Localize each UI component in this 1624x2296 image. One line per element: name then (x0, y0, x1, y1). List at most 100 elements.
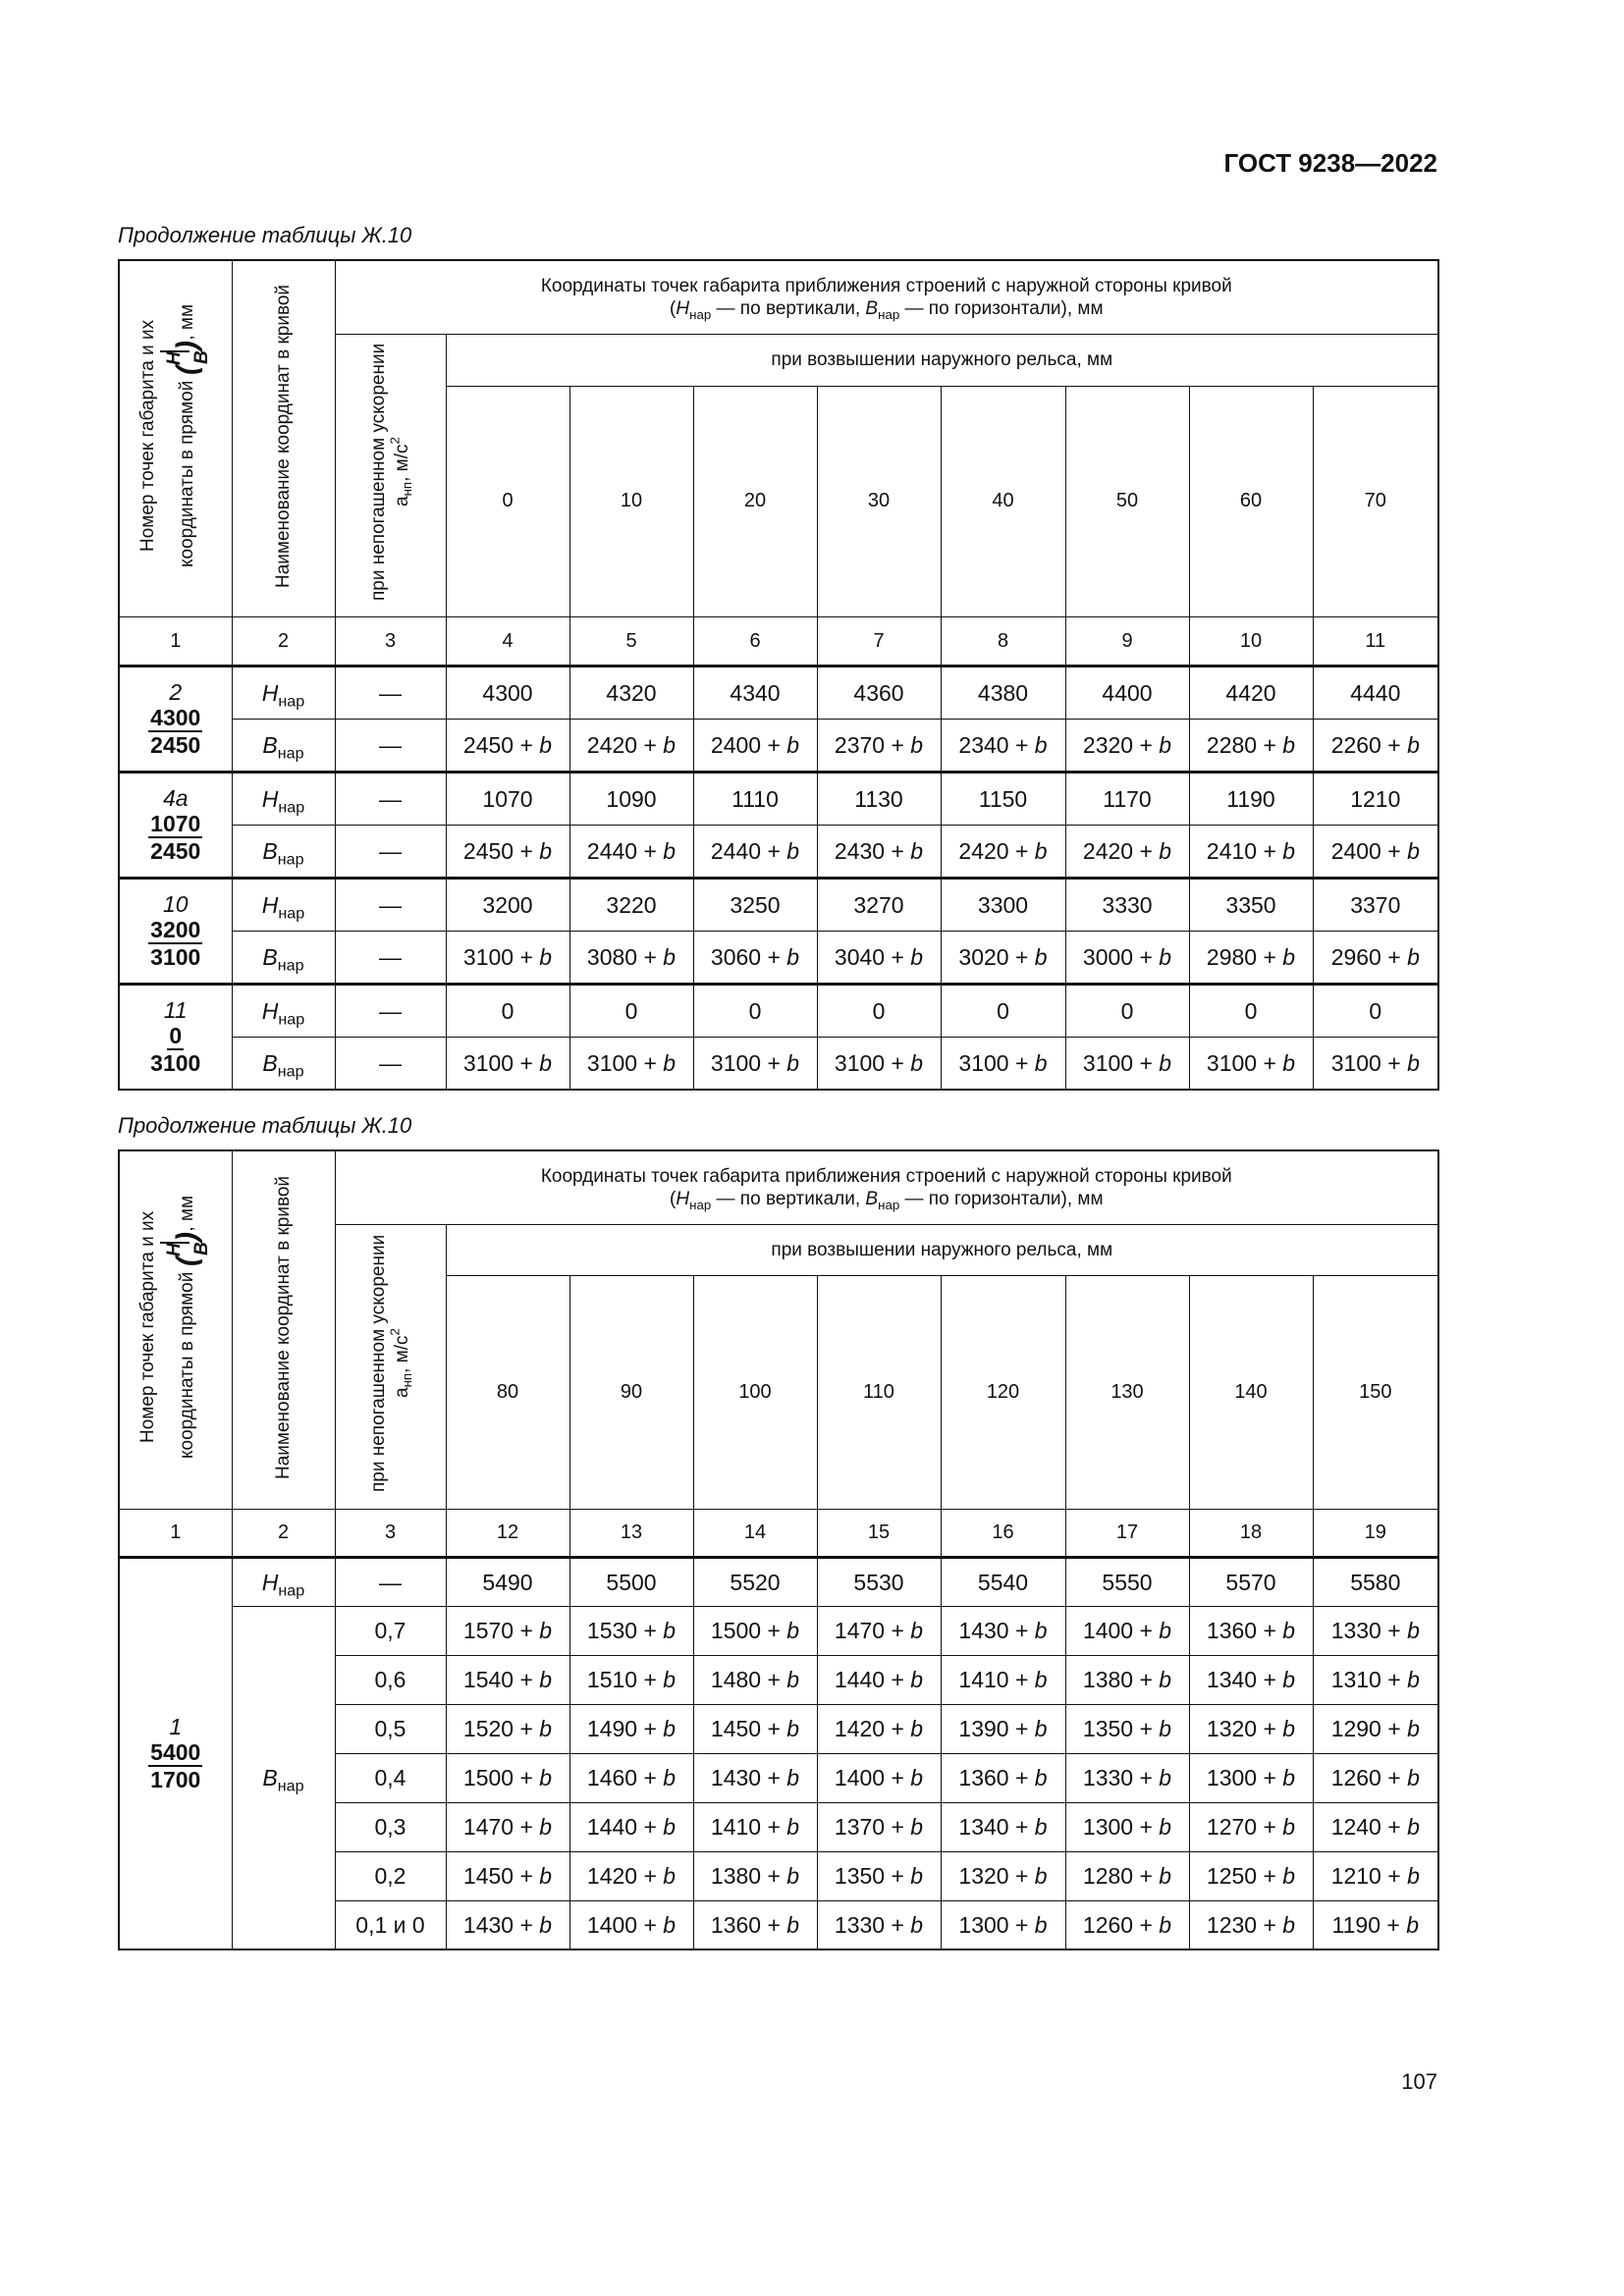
variable-b: b (539, 1667, 553, 1692)
column-number: 19 (1312, 1508, 1439, 1558)
rise-value: 0 (445, 385, 570, 617)
value-cell: 1330 + b (816, 1899, 942, 1950)
value-cell: 0 (568, 982, 694, 1038)
variable-b: b (1282, 1716, 1296, 1741)
variable-b: b (1159, 1911, 1172, 1938)
column-number: 1 (118, 615, 233, 667)
variable-b: b (1282, 943, 1296, 970)
column-number: 2 (231, 615, 336, 667)
value-cell: 0 (692, 982, 818, 1038)
coord-sub: нар (278, 1581, 305, 1600)
point-cell: 4а 1070 2450 (118, 770, 233, 879)
sub: нар (689, 306, 712, 322)
variable-b: b (786, 1814, 800, 1840)
variable-b: b (910, 1667, 924, 1692)
value-cell: 1570 + b (445, 1605, 570, 1656)
value-cell: 1340 + b (940, 1801, 1066, 1852)
variable-b: b (1407, 1716, 1420, 1741)
table-row: 0,6 1540 + b 1510 + b 1480 + b 1440 + b 1410 … (119, 1654, 1439, 1705)
point-coordinates: 0 3100 (150, 1023, 200, 1076)
value-cell: 1130 (816, 770, 942, 826)
value-cell: 3300 (940, 876, 1066, 932)
value-cell: 1410 + b (692, 1801, 818, 1852)
coordinate-name: Bнар (231, 1036, 336, 1091)
coord-symbol: H (261, 997, 279, 1024)
column-number: 13 (568, 1508, 694, 1558)
value-cell: 1440 + b (816, 1654, 942, 1705)
variable-b: b (663, 1667, 677, 1692)
variable-b: b (1159, 1765, 1172, 1790)
column-numbers-row: 1 2 3 12 13 14 15 16 17 18 19 (118, 1508, 1439, 1558)
coordinate-name: Hнар (231, 664, 336, 720)
value-cell: 1230 + b (1188, 1899, 1314, 1950)
value-cell: 1260 + b (1064, 1899, 1190, 1950)
main-line1: Координаты точек габарита приближения ст… (540, 275, 1232, 296)
header-row: 0 10 20 30 40 50 60 70 (119, 385, 1439, 617)
frac-bottom: B (190, 1242, 212, 1256)
variable-b: b (539, 1765, 553, 1790)
b-symbol: B (865, 297, 879, 319)
coord-b: 2450 (150, 732, 201, 758)
coord-symbol: B (262, 1049, 278, 1076)
t: ( (670, 297, 677, 319)
value-cell: 1420 + b (568, 1850, 694, 1901)
value-cell: 2450 + b (445, 718, 570, 773)
variable-b: b (663, 837, 677, 864)
value-cell: 3370 (1312, 876, 1439, 932)
value-cell: 1450 + b (692, 1703, 818, 1754)
variable-b: b (910, 1765, 924, 1790)
value-cell: 1470 + b (445, 1801, 570, 1852)
value-cell: 1440 + b (568, 1801, 694, 1852)
coord-symbol: H (261, 785, 279, 812)
value-cell: 5570 (1188, 1555, 1314, 1607)
value-cell: 1210 + b (1312, 1850, 1439, 1901)
variable-b: b (1159, 731, 1172, 758)
value-cell: 0 (1064, 982, 1190, 1038)
t: — по вертикали, (711, 1188, 866, 1209)
acceleration-value: — (334, 876, 447, 932)
variable-b: b (663, 943, 677, 970)
document-id: ГОСТ 9238—2022 (1223, 148, 1437, 178)
table-row: 0,5 1520 + b 1490 + b 1450 + b 1420 + b 1390 … (119, 1703, 1439, 1754)
variable-b: b (910, 837, 924, 864)
value-cell: 1300 + b (940, 1899, 1066, 1950)
acceleration-value: — (334, 1555, 447, 1607)
acceleration-value: — (334, 718, 447, 773)
variable-b: b (786, 1667, 800, 1692)
variable-b: b (1034, 1049, 1048, 1076)
value-cell: 0 (940, 982, 1066, 1038)
table-row: Bнар —3100 + b 3080 + b 3060 + b 3040 + b 302… (119, 930, 1439, 985)
value-cell: 1530 + b (568, 1605, 694, 1656)
value-cell: 1450 + b (445, 1850, 570, 1901)
coordinate-name: Hнар (231, 982, 336, 1038)
value-cell: 4340 (692, 664, 818, 720)
rise-label: при возвышении наружного рельса, мм (771, 349, 1113, 370)
paren-close: ) (170, 340, 203, 350)
coord-symbol: H (261, 1569, 279, 1595)
value-cell: 0 (1188, 982, 1314, 1038)
header-rise: при возвышении наружного рельса, мм (445, 333, 1439, 387)
table-row: Bнар —2450 + b 2440 + b 2440 + b 2430 + b 242… (119, 824, 1439, 879)
value-cell: 5490 (445, 1555, 570, 1607)
variable-b: b (1282, 1667, 1296, 1692)
paren-open: ( (170, 1256, 203, 1267)
value-cell: 1150 (940, 770, 1066, 826)
variable-b: b (1407, 1049, 1420, 1076)
value-cell: 1320 + b (940, 1850, 1066, 1901)
page-number: 107 (1401, 2069, 1437, 2094)
value-cell: 1370 + b (816, 1801, 942, 1852)
coord-symbol: B (262, 1764, 278, 1790)
value-cell: 3100 + b (445, 930, 570, 985)
value-cell: 2450 + b (445, 824, 570, 879)
coordinate-name: Bнар (231, 718, 336, 773)
point-cell: 10 3200 3100 (118, 876, 233, 985)
table-caption: Продолжение таблицы Ж.10 (118, 223, 412, 247)
value-cell: 1430 + b (940, 1605, 1066, 1656)
variable-b: b (663, 731, 677, 758)
paren-close: ) (170, 1231, 203, 1242)
variable-b: b (663, 1618, 677, 1643)
column-number: 14 (692, 1508, 818, 1558)
variable-b: b (910, 1618, 924, 1643)
acceleration-value: 0,6 (334, 1654, 447, 1705)
vertical-label: Наименование координат в кривой (272, 274, 296, 598)
